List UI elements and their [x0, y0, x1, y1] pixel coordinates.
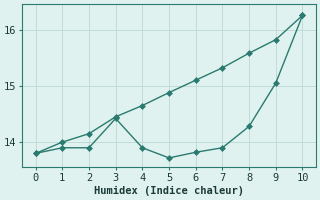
X-axis label: Humidex (Indice chaleur): Humidex (Indice chaleur) — [94, 186, 244, 196]
